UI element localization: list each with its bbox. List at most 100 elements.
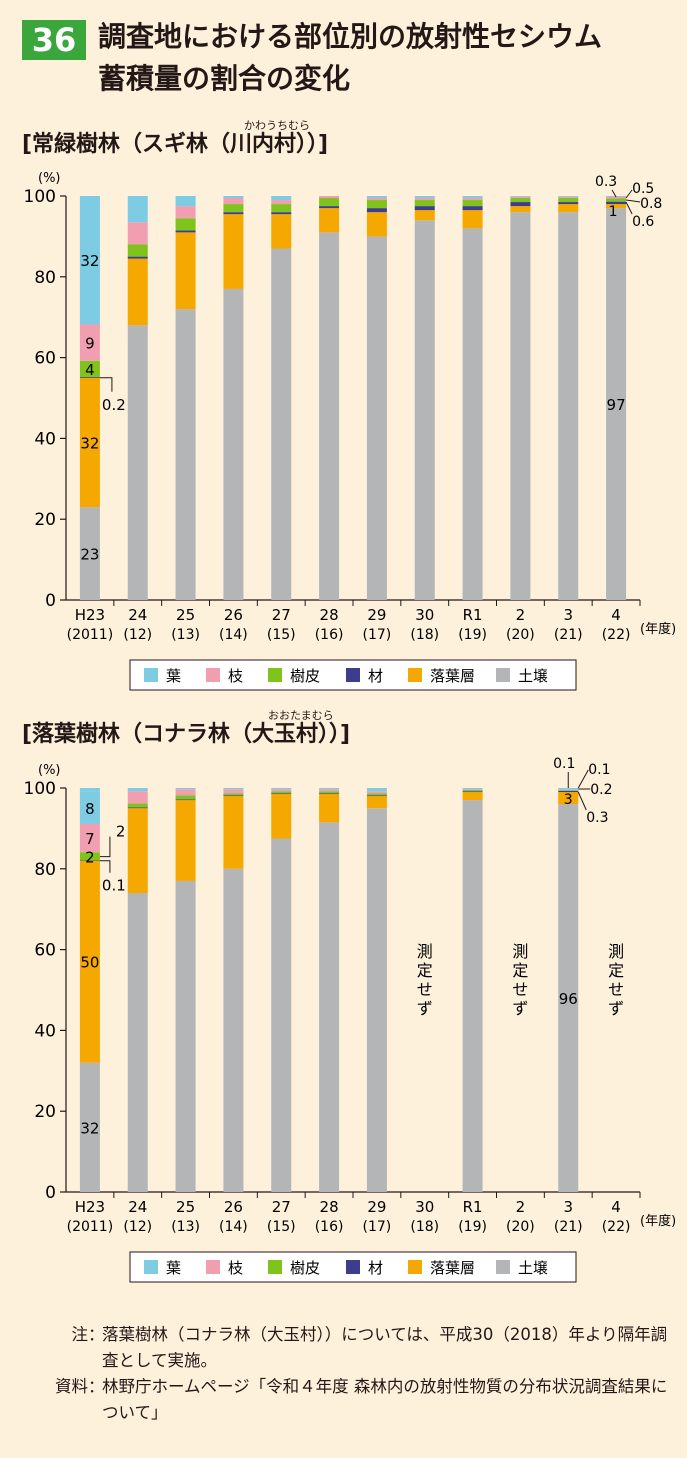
y-tick-label: 80: [34, 268, 56, 288]
bar-segment-葉: [319, 788, 340, 790]
bar-segment-葉: [223, 196, 244, 199]
bar-segment-材: [319, 793, 340, 795]
x-tick-label: 24: [128, 606, 147, 624]
x-tick-label: 27: [272, 1198, 291, 1216]
bar-segment-葉: [175, 196, 196, 207]
bar-segment-樹皮: [175, 218, 196, 231]
bar-segment-樹皮: [127, 803, 148, 808]
data-label-last-葉: 0.3: [595, 174, 617, 190]
bar-segment-材: [127, 807, 148, 809]
bar-segment-枝: [79, 823, 100, 853]
bar-segment-枝: [558, 196, 579, 199]
data-label-last-落葉層: 1: [609, 204, 618, 220]
legend-swatch: [346, 668, 360, 682]
bar-segment-樹皮: [319, 198, 340, 207]
leader-line: [577, 769, 589, 789]
bar-segment-土壌: [606, 208, 627, 600]
x-tick-sublabel: (20): [506, 627, 535, 643]
data-label-first-樹皮-leader: 2: [116, 823, 126, 841]
x-tick-label: 30: [415, 1198, 434, 1216]
bar-segment-材: [127, 256, 148, 259]
data-label-last-枝: 0.5: [632, 181, 654, 197]
y-tick-label: 80: [34, 860, 56, 880]
data-label-first-落葉層: 32: [80, 434, 99, 452]
y-axis-unit-label: (%): [38, 763, 61, 778]
x-tick-label: 26: [224, 606, 243, 624]
legend-label: 落葉層: [430, 667, 475, 685]
bar-segment-樹皮: [79, 852, 100, 861]
legend-label: 枝: [228, 1259, 243, 1277]
bar-segment-落葉層: [606, 204, 627, 209]
bar-segment-樹皮: [366, 793, 387, 796]
y-tick-label: 20: [34, 1102, 56, 1122]
bar-segment-材: [223, 795, 244, 797]
leader-line: [99, 836, 111, 858]
x-tick-sublabel: (16): [315, 1219, 344, 1235]
bar-segment-土壌: [79, 507, 100, 600]
y-tick-label: 60: [34, 349, 56, 369]
y-tick-label: 40: [34, 429, 56, 449]
bar-segment-葉: [462, 788, 483, 790]
chart1-title: [常緑樹林（スギ林（川内村））]: [22, 132, 329, 157]
x-tick-label: 26: [224, 1198, 243, 1216]
bar-segment-樹皮: [271, 204, 292, 213]
bar-segment-枝: [127, 791, 148, 804]
bar-segment-材: [462, 206, 483, 211]
y-tick-label: 0: [45, 591, 56, 611]
legend-swatch: [144, 668, 158, 682]
bar-segment-落葉層: [223, 796, 244, 869]
legend-label: 材: [368, 667, 383, 685]
bar-segment-落葉層: [558, 204, 579, 213]
bar-segment-枝: [175, 789, 196, 796]
bar-segment-材: [606, 201, 627, 205]
data-label-last-樹皮: 0.2: [590, 782, 612, 798]
bar-segment-材: [175, 230, 196, 233]
not-measured-label: 測: [512, 942, 528, 961]
bar-segment-樹皮: [223, 204, 244, 213]
legend-swatch: [268, 1260, 282, 1274]
x-tick-label: 29: [367, 1198, 386, 1216]
figure-title-line-2: 蓄積量の割合の変化: [98, 62, 351, 95]
x-tick-sublabel: (21): [554, 627, 583, 643]
bar-segment-枝: [414, 198, 435, 201]
x-tick-label: H23: [75, 606, 105, 624]
bar-segment-土壌: [223, 868, 244, 1192]
bar-segment-落葉層: [127, 808, 148, 894]
source-row: 資料 ： 林野庁ホームページ「令和４年度 森林内の放射性物質の分布状況調査結果に…: [22, 1374, 672, 1426]
x-tick-sublabel: (13): [171, 627, 200, 643]
legend-swatch: [496, 1260, 510, 1274]
x-tick-sublabel: (19): [458, 1219, 487, 1235]
y-tick-label: 0: [45, 1183, 56, 1203]
x-tick-sublabel: (18): [410, 1219, 439, 1235]
x-tick-sublabel: (12): [123, 1219, 152, 1235]
bar-segment-落葉層: [175, 800, 196, 881]
x-tick-sublabel: (19): [458, 627, 487, 643]
bar-segment-落葉層: [319, 794, 340, 823]
chart2-deciduous-forest: (%)020406080100H23(2011)24(12)25(13)26(1…: [24, 756, 676, 1283]
data-label-last-土壌: 96: [559, 990, 578, 1008]
legend-label: 材: [368, 1259, 383, 1277]
bar-segment-土壌: [175, 880, 196, 1192]
x-tick-sublabel: (13): [171, 1219, 200, 1235]
data-label-last-材: 0.6: [632, 214, 654, 230]
bar-segment-樹皮: [510, 198, 531, 203]
source-text: 林野庁ホームページ「令和４年度 森林内の放射性物質の分布状況調査結果について」: [102, 1377, 668, 1422]
not-measured-label: 測: [417, 942, 433, 961]
bar-segment-枝: [319, 196, 340, 199]
x-tick-label: 25: [176, 606, 195, 624]
legend-label: 落葉層: [430, 1259, 475, 1277]
leader-line: [625, 201, 633, 215]
legend-swatch: [206, 668, 220, 682]
bar-segment-樹皮: [366, 200, 387, 209]
bar-segment-枝: [558, 789, 579, 791]
bar-segment-土壌: [271, 838, 292, 1192]
x-tick-label: 28: [320, 606, 339, 624]
bar-segment-落葉層: [271, 214, 292, 249]
bar-segment-土壌: [271, 248, 292, 600]
bar-segment-土壌: [510, 212, 531, 600]
bar-segment-落葉層: [79, 860, 100, 1063]
bar-segment-材: [558, 202, 579, 205]
y-tick-label: 60: [34, 941, 56, 961]
bar-segment-土壌: [127, 325, 148, 600]
data-label-last-土壌: 97: [607, 396, 626, 414]
